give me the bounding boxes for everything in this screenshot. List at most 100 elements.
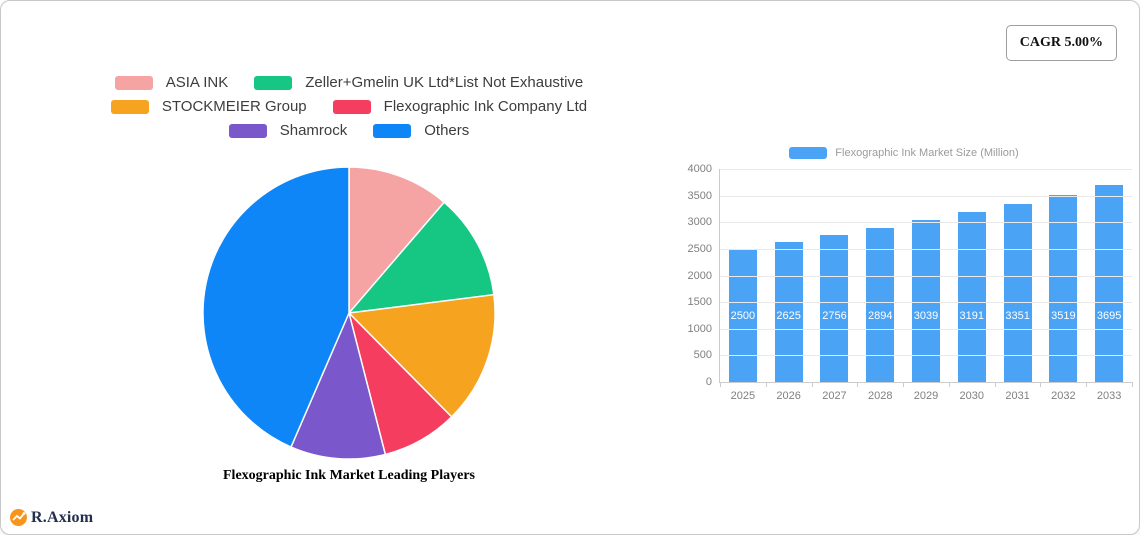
pie-slice-asia-ink[interactable] bbox=[348, 166, 446, 315]
x-axis-label: 2031 bbox=[1005, 390, 1030, 402]
y-axis-label: 0 bbox=[705, 376, 712, 388]
bar-column-2025: 2500 2025 bbox=[720, 169, 766, 402]
bar-column-2026: 2625 2026 bbox=[766, 169, 812, 402]
bar-column-2030: 3191 2030 bbox=[949, 169, 995, 402]
x-axis-tick bbox=[995, 382, 996, 387]
pie-legend-swatch bbox=[110, 99, 149, 114]
pie-legend-item-flexographic-ink-company-ltd[interactable]: Flexographic Ink Company Ltd bbox=[332, 98, 588, 115]
pie-legend-label: Zeller+Gmelin UK Ltd*List Not Exhaustive bbox=[305, 74, 584, 91]
bar-2027[interactable]: 2756 bbox=[820, 235, 849, 382]
bar-2031[interactable]: 3351 bbox=[1003, 204, 1032, 382]
bar-legend-label: Flexographic Ink Market Size (Million) bbox=[835, 147, 1019, 159]
y-axis-label: 2500 bbox=[687, 243, 712, 255]
bar-value-label: 3191 bbox=[959, 310, 985, 322]
pie-legend-swatch bbox=[114, 75, 153, 90]
pie-legend-item-shamrock[interactable]: Shamrock bbox=[228, 122, 348, 139]
bar-2029[interactable]: 3039 bbox=[912, 220, 941, 382]
x-axis-tick bbox=[720, 382, 721, 387]
pie-legend-item-asia-ink[interactable]: ASIA INK bbox=[114, 74, 229, 91]
bar-column-2032: 3519 2032 bbox=[1040, 169, 1086, 402]
pie-legend-label: Flexographic Ink Company Ltd bbox=[383, 98, 588, 115]
pie-slice-others[interactable] bbox=[202, 166, 350, 448]
bar-2033[interactable]: 3695 bbox=[1095, 185, 1124, 382]
bar-2030[interactable]: 3191 bbox=[957, 212, 986, 382]
bar-column-2027: 2756 2027 bbox=[812, 169, 858, 402]
x-axis-tick bbox=[1040, 382, 1041, 387]
bar-column-2028: 2894 2028 bbox=[857, 169, 903, 402]
pie-legend-item-others[interactable]: Others bbox=[373, 122, 469, 139]
bar-2028[interactable]: 2894 bbox=[866, 228, 895, 382]
pie-legend-swatch bbox=[373, 123, 412, 138]
bar-column-2031: 3351 2031 bbox=[995, 169, 1041, 402]
pie-legend-row: ASIA INK Zeller+Gmelin UK Ltd*List Not Ex… bbox=[1, 74, 697, 91]
y-axis-label: 3500 bbox=[687, 190, 712, 202]
bar-value-label: 2625 bbox=[776, 310, 801, 322]
gridline bbox=[720, 196, 1132, 197]
bar-chart-legend-item[interactable]: Flexographic Ink Market Size (Million) bbox=[673, 147, 1135, 159]
bar-value-label: 2500 bbox=[730, 310, 756, 322]
y-axis-label: 1500 bbox=[687, 296, 712, 308]
gridline bbox=[720, 222, 1132, 223]
pie-legend-swatch bbox=[332, 99, 371, 114]
gridline bbox=[720, 355, 1132, 356]
gridline bbox=[720, 276, 1132, 277]
x-axis-label: 2030 bbox=[959, 390, 985, 402]
x-axis-tick bbox=[766, 382, 767, 387]
x-axis-label: 2028 bbox=[867, 390, 893, 402]
x-axis-tick bbox=[949, 382, 950, 387]
x-axis-tick bbox=[1086, 382, 1087, 387]
pie-legend-label: Others bbox=[424, 122, 470, 139]
y-axis-label: 2000 bbox=[687, 270, 712, 282]
bar-value-label: 3695 bbox=[1096, 310, 1122, 322]
pie-chart-title: Flexographic Ink Market Leading Players bbox=[223, 468, 475, 483]
bar-2026[interactable]: 2625 bbox=[774, 242, 803, 382]
brand-logo: R.Axiom bbox=[9, 508, 93, 527]
x-axis-label: 2029 bbox=[913, 390, 939, 402]
x-axis-tick bbox=[1132, 382, 1133, 387]
pie-legend: ASIA INK Zeller+Gmelin UK Ltd*List Not Ex… bbox=[1, 74, 697, 139]
bar-2032[interactable]: 3519 bbox=[1049, 195, 1078, 382]
x-axis-tick bbox=[812, 382, 813, 387]
pie-legend-row: STOCKMEIER Group Flexographic Ink Company… bbox=[1, 98, 697, 115]
brand-logo-icon bbox=[10, 509, 27, 526]
bar-value-label: 3039 bbox=[913, 310, 939, 322]
gridline bbox=[720, 302, 1132, 303]
cagr-badge: CAGR 5.00% bbox=[1005, 25, 1117, 61]
pie-legend-swatch bbox=[228, 123, 267, 138]
bar-value-label: 2756 bbox=[822, 310, 847, 322]
x-axis-label: 2027 bbox=[822, 390, 847, 402]
pie-legend-swatch bbox=[254, 75, 293, 90]
pie-chart bbox=[202, 166, 496, 460]
pie-legend-label: Shamrock bbox=[279, 122, 348, 139]
x-axis-tick bbox=[857, 382, 858, 387]
y-axis-label: 500 bbox=[693, 349, 712, 361]
pie-slice-shamrock[interactable] bbox=[290, 310, 387, 460]
brand-logo-text: R.Axiom bbox=[31, 508, 94, 526]
gridline bbox=[720, 169, 1132, 170]
bar-value-label: 3351 bbox=[1005, 310, 1030, 322]
x-axis-label: 2032 bbox=[1051, 390, 1076, 402]
pie-legend-row: Shamrock Others bbox=[1, 122, 697, 139]
y-axis-label: 1000 bbox=[687, 323, 712, 335]
bar-value-label: 3519 bbox=[1051, 310, 1076, 322]
x-axis-tick bbox=[903, 382, 904, 387]
y-axis-label: 4000 bbox=[687, 163, 712, 175]
pie-legend-label: ASIA INK bbox=[165, 74, 229, 91]
gridline bbox=[720, 249, 1132, 250]
x-axis-label: 2025 bbox=[730, 390, 756, 402]
pie-legend-item-zeller-gmelin-uk-ltd-list-not-exhaustive[interactable]: Zeller+Gmelin UK Ltd*List Not Exhaustive bbox=[254, 74, 583, 91]
bar-chart: Flexographic Ink Market Size (Million) 2… bbox=[673, 147, 1135, 402]
x-axis-label: 2033 bbox=[1096, 390, 1122, 402]
y-axis-label: 3000 bbox=[687, 216, 712, 228]
pie-slice-zeller-gmelin-uk-ltd-list-not-exhaustive[interactable] bbox=[347, 201, 495, 314]
bar-2025[interactable]: 2500 bbox=[728, 249, 757, 382]
gridline bbox=[720, 329, 1132, 330]
pie-legend-item-stockmeier-group[interactable]: STOCKMEIER Group bbox=[110, 98, 307, 115]
bar-legend-swatch bbox=[789, 147, 828, 159]
bar-value-label: 2894 bbox=[867, 310, 893, 322]
bar-column-2033: 3695 2033 bbox=[1086, 169, 1132, 402]
pie-legend-label: STOCKMEIER Group bbox=[161, 98, 307, 115]
pie-slice-stockmeier-group[interactable] bbox=[347, 293, 496, 418]
x-axis-label: 2026 bbox=[776, 390, 801, 402]
